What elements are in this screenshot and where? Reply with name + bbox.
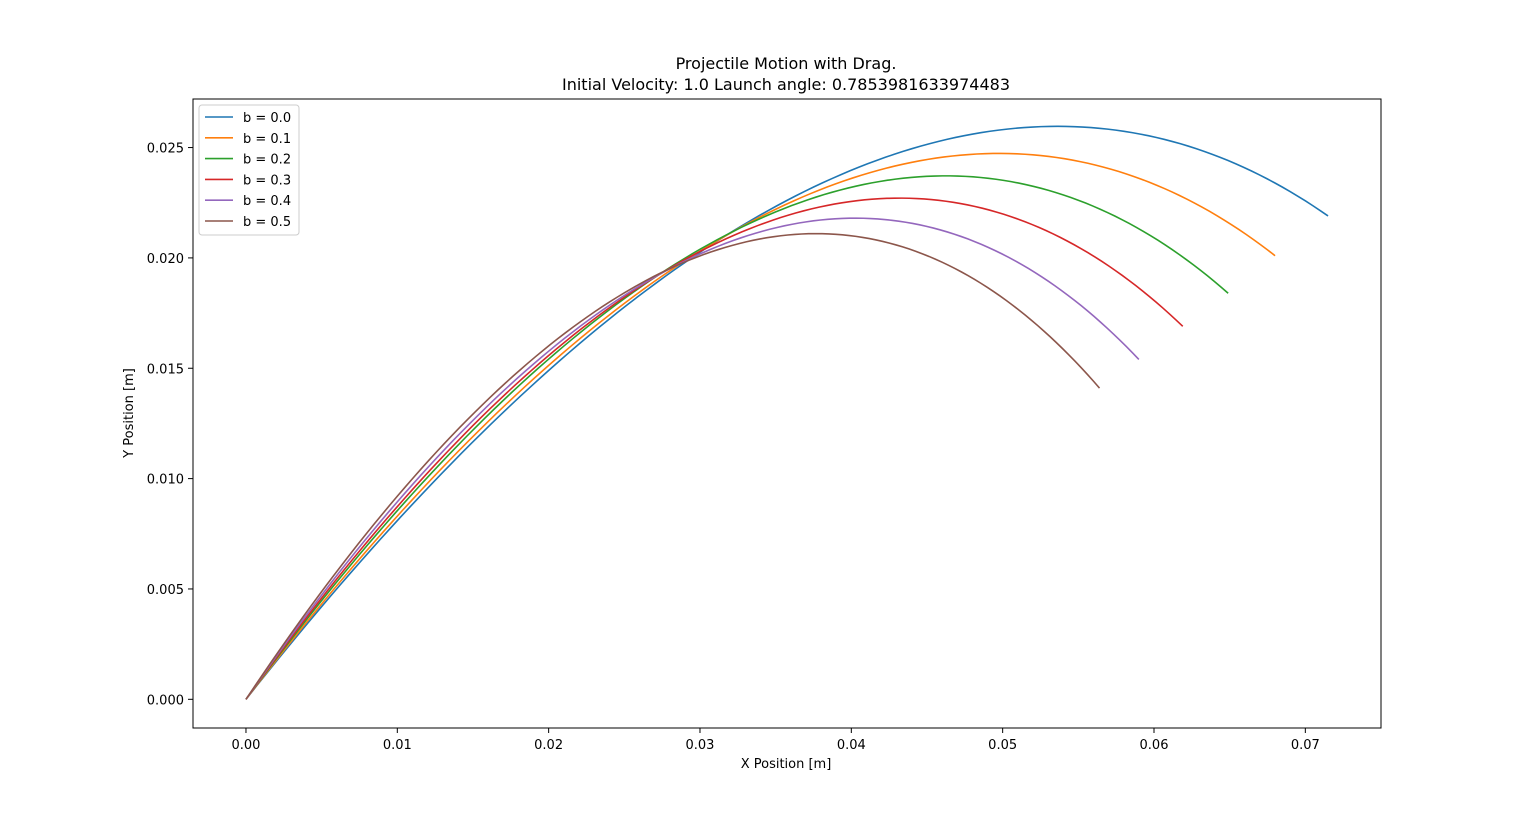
series-line <box>245 197 1184 700</box>
y-tick-label: 0.000 <box>147 693 184 708</box>
legend-entry: b = 0.0 <box>243 111 291 126</box>
y-tick-label: 0.015 <box>147 362 184 377</box>
y-axis: 0.000 0.005 0.010 0.015 0.020 0.025 <box>147 142 193 708</box>
x-tick-label: 0.04 <box>837 738 866 753</box>
series-line <box>245 152 1276 700</box>
plot-area <box>245 125 1329 700</box>
legend-entry: b = 0.4 <box>243 194 291 209</box>
legend-entry: b = 0.5 <box>243 215 291 230</box>
series-line <box>245 125 1329 700</box>
legend-entry: b = 0.1 <box>243 132 291 147</box>
chart-title: Projectile Motion with Drag. <box>676 54 897 73</box>
series-line <box>245 232 1101 700</box>
legend-entry: b = 0.3 <box>243 173 291 188</box>
series-line <box>245 217 1140 700</box>
x-tick-label: 0.00 <box>231 738 260 753</box>
x-tick-label: 0.03 <box>686 738 715 753</box>
legend: b = 0.0 b = 0.1 b = 0.2 b = 0.3 b = 0.4 b = 0… <box>198 104 300 236</box>
plot-frame <box>192 98 1382 729</box>
y-tick-label: 0.010 <box>147 473 184 488</box>
chart-subtitle: Initial Velocity: 1.0 Launch angle: 0.78… <box>562 75 1010 94</box>
y-axis-label: Y Position [m] <box>122 368 137 459</box>
series-layer <box>245 125 1329 700</box>
y-tick-label: 0.020 <box>147 252 184 267</box>
x-axis: 0.00 0.01 0.02 0.03 0.04 0.05 0.06 0.07 <box>231 728 1320 753</box>
legend-entry: b = 0.2 <box>243 153 291 168</box>
y-tick-label: 0.005 <box>147 583 184 598</box>
x-tick-label: 0.05 <box>988 738 1017 753</box>
x-axis-label: X Position [m] <box>741 757 832 772</box>
x-tick-label: 0.07 <box>1291 738 1320 753</box>
y-tick-label: 0.025 <box>147 142 184 157</box>
x-tick-label: 0.01 <box>383 738 412 753</box>
series-line <box>245 175 1229 700</box>
x-tick-label: 0.06 <box>1140 738 1169 753</box>
x-tick-label: 0.02 <box>534 738 563 753</box>
